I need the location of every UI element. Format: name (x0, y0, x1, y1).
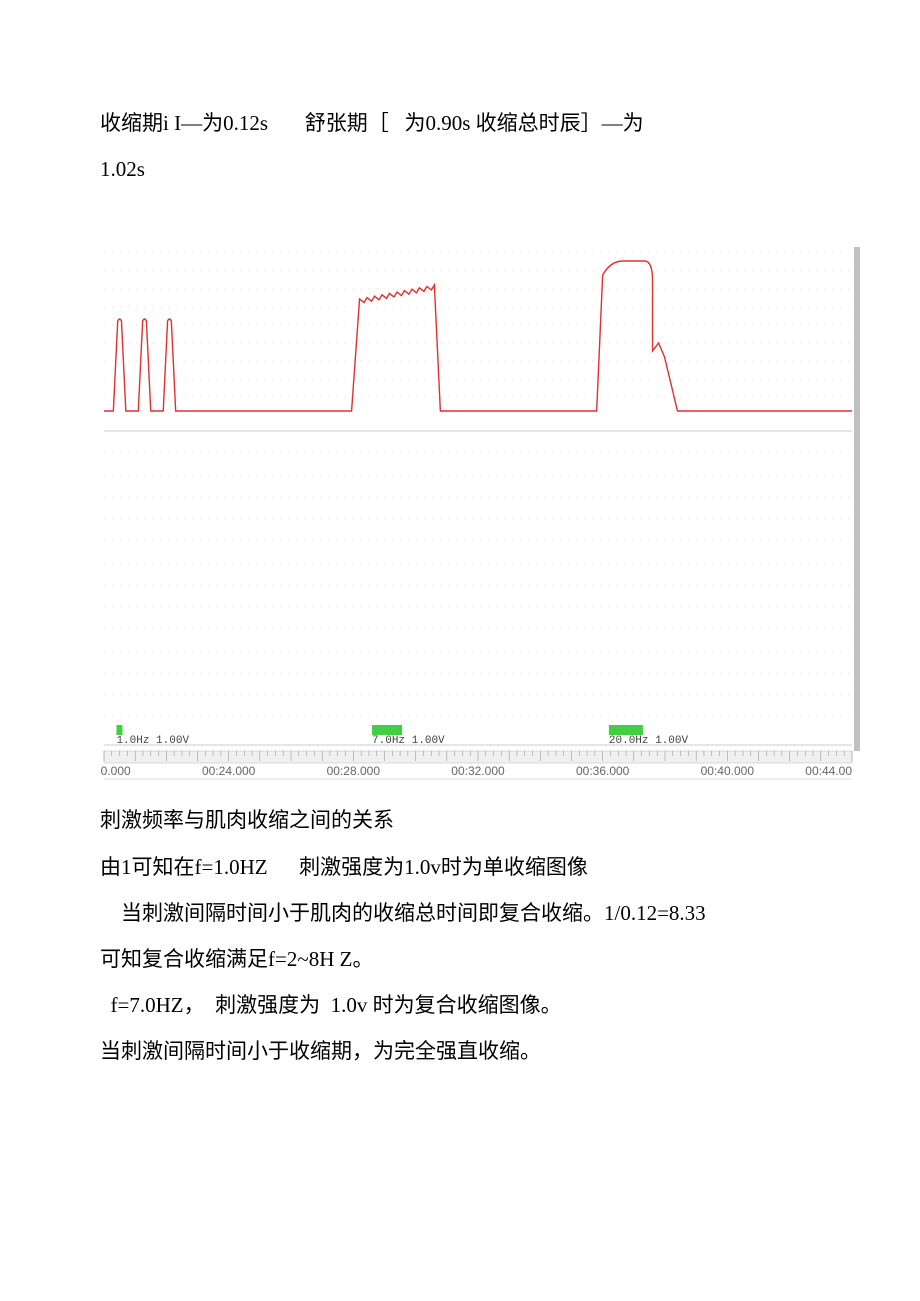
document-page: 收缩期i I—为0.12s 舒张期［ 为0.90s 收缩总时辰］—为 1.02s… (0, 0, 920, 1135)
relaxation-period-value: 为0.90s 收缩总时辰］—为 (405, 111, 644, 135)
svg-text:00:28.000: 00:28.000 (327, 764, 381, 778)
svg-text:00:44.00: 00:44.00 (805, 764, 852, 778)
waveform-chart: 1.0Hz 1.00V 7.0Hz 1.00V 20.0Hz 1.00V 00:20.… (100, 247, 860, 787)
svg-text:00:24.000: 00:24.000 (202, 764, 256, 778)
top-line-2: 1.02s (100, 146, 860, 192)
bottom-line-1: 刺激频率与肌肉收缩之间的关系 (100, 797, 860, 843)
top-text-block: 收缩期i I—为0.12s 舒张期［ 为0.90s 收缩总时辰］—为 1.02s (100, 100, 860, 192)
svg-text:00:36.000: 00:36.000 (576, 764, 630, 778)
bottom-text-block: 刺激频率与肌肉收缩之间的关系 由1可知在f=1.0HZ 刺激强度为1.0v时为单… (100, 797, 860, 1074)
svg-text:7.0Hz 1.00V: 7.0Hz 1.00V (372, 735, 445, 747)
bottom-line-5: f=7.0HZ， 刺激强度为 1.0v 时为复合收缩图像。 (100, 982, 860, 1028)
svg-text:00:32.000: 00:32.000 (451, 764, 505, 778)
contraction-period: 收缩期i I—为0.12s (100, 111, 268, 135)
svg-text:1.0Hz 1.00V: 1.0Hz 1.00V (116, 735, 189, 747)
bottom-line-2: 由1可知在f=1.0HZ 刺激强度为1.0v时为单收缩图像 (100, 844, 860, 890)
bottom-line-6: 当刺激间隔时间小于收缩期，为完全强直收缩。 (100, 1028, 860, 1074)
relaxation-period-label: 舒张期［ (305, 111, 389, 135)
svg-text:00:40.000: 00:40.000 (701, 764, 755, 778)
svg-text:00:20.000: 00:20.000 (100, 764, 131, 778)
top-line-1: 收缩期i I—为0.12s 舒张期［ 为0.90s 收缩总时辰］—为 (100, 100, 860, 146)
bottom-line-4: 可知复合收缩满足f=2~8H Z。 (100, 936, 860, 982)
bottom-line-3: 当刺激间隔时间小于肌肉的收缩总时间即复合收缩。1/0.12=8.33 (100, 890, 860, 936)
svg-text:20.0Hz 1.00V: 20.0Hz 1.00V (609, 735, 689, 747)
chart-svg: 1.0Hz 1.00V 7.0Hz 1.00V 20.0Hz 1.00V 00:20.… (100, 247, 860, 787)
